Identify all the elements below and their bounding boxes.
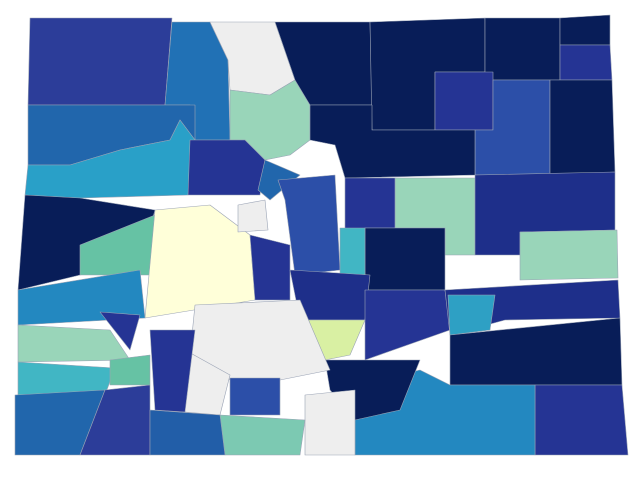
county (344, 177, 396, 236)
county (17, 324, 131, 363)
county (27, 17, 173, 106)
county (364, 227, 446, 291)
county (559, 14, 611, 46)
county (339, 227, 366, 276)
county (447, 294, 496, 336)
county (534, 384, 629, 456)
county (79, 384, 151, 456)
county (364, 289, 451, 361)
county (549, 79, 616, 176)
county (229, 377, 281, 416)
county (304, 389, 356, 456)
county (237, 199, 269, 233)
county (559, 44, 613, 81)
county (109, 354, 151, 386)
county (149, 409, 226, 456)
county (187, 139, 266, 196)
county (249, 234, 291, 301)
county (434, 71, 494, 131)
county (219, 414, 306, 456)
county (149, 329, 196, 413)
county (99, 311, 141, 351)
county (519, 229, 619, 281)
county (484, 17, 561, 81)
